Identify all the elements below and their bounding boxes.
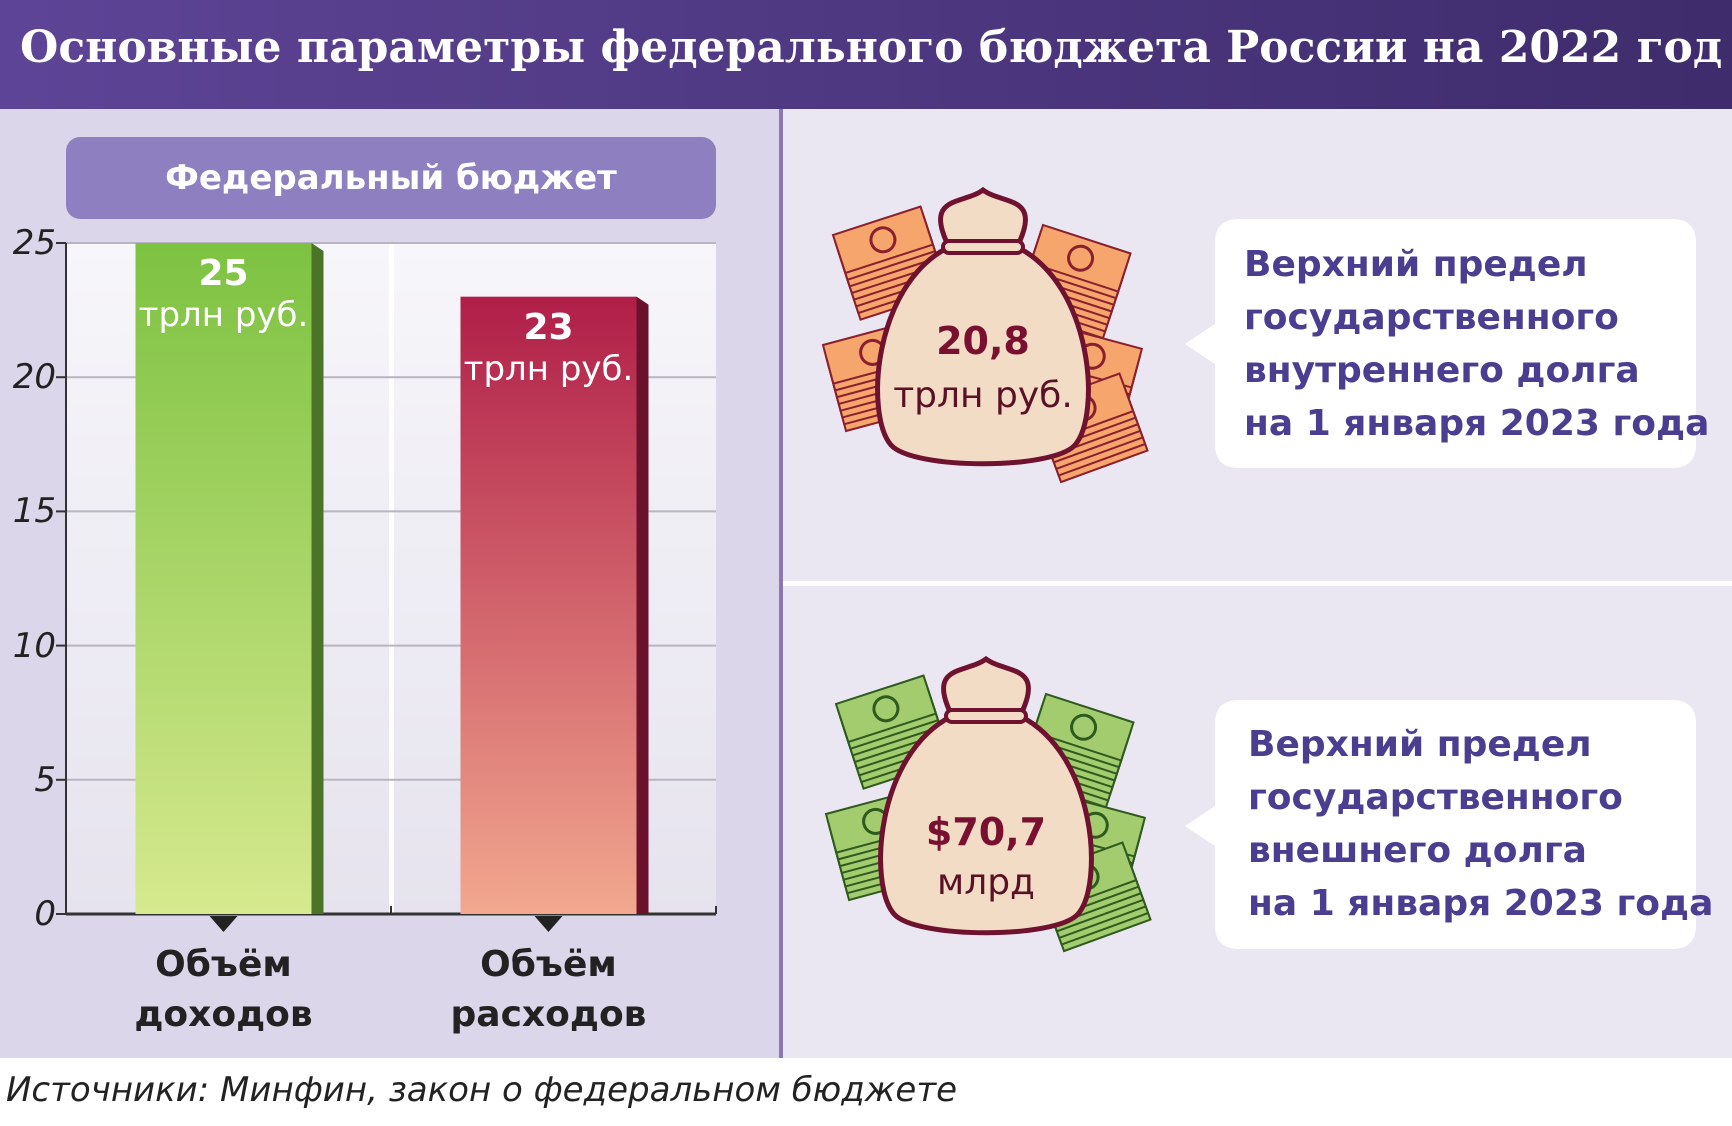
speech-bubble: [1185, 219, 1696, 468]
value-label: 25: [198, 253, 249, 294]
panel-text: Верхний предел: [1248, 724, 1592, 765]
banknote: [834, 674, 938, 744]
bar-side: [636, 296, 649, 914]
money-bag: [878, 713, 1094, 936]
bar-side: [311, 243, 324, 914]
panel-text: государственного: [1244, 297, 1619, 338]
panel-text: Верхний предел: [1244, 244, 1588, 285]
bar: [135, 243, 312, 914]
y-tick-label: 20: [12, 357, 56, 398]
banknote: [1032, 692, 1135, 762]
banknote: [831, 205, 935, 275]
money-bag: [875, 244, 1091, 467]
category-marker: [209, 916, 238, 932]
money-stack: [834, 674, 953, 790]
x-tick-label: Объём расходов: [450, 944, 647, 1035]
plot-separator: [389, 243, 394, 914]
plot: [56, 242, 717, 932]
amount-unit: млрд: [937, 862, 1035, 903]
amount-unit: трлн руб.: [893, 375, 1073, 416]
note-emblem: [872, 695, 900, 723]
chart-title: Федеральный бюджет: [165, 158, 617, 198]
panel-text: внутреннего долга: [1244, 350, 1640, 391]
category-marker: [534, 916, 563, 932]
y-tick-label: 10: [12, 625, 56, 666]
page-title: Основные параметры федерального бюджета …: [20, 22, 1723, 73]
note-emblem: [1067, 244, 1095, 272]
source-note: Источники: Минфин, закон о федеральном б…: [6, 1070, 958, 1110]
divider: [783, 581, 1732, 586]
x-tick-label: Объём доходов: [134, 944, 313, 1035]
value-unit: трлн руб.: [138, 295, 309, 335]
amount: 20,8: [936, 319, 1030, 363]
amount: $70,7: [925, 810, 1047, 854]
note-emblem: [1070, 713, 1098, 741]
y-tick-label: 15: [12, 491, 56, 532]
panel-text: на 1 января 2023 года: [1244, 403, 1710, 444]
bar: [460, 296, 637, 914]
decorations: [821, 186, 1152, 953]
bag-top: [941, 655, 1031, 719]
divider: [779, 109, 783, 1058]
y-tick-label: 5: [34, 759, 56, 800]
bag-tie: [941, 239, 1025, 255]
y-tick-label: 25: [12, 223, 56, 263]
bag-top: [938, 186, 1028, 250]
speech-bubble: [1185, 700, 1696, 949]
bag-tie: [944, 708, 1028, 724]
money-stack: [831, 205, 950, 321]
panel-text: государственного: [1248, 777, 1623, 818]
panel-text: на 1 января 2023 года: [1248, 883, 1714, 924]
chart-title-box: [66, 137, 716, 219]
header-bar: [0, 0, 1732, 109]
panel-text: внешнего долга: [1248, 830, 1587, 871]
note-emblem: [869, 226, 897, 254]
y-tick-label: 0: [34, 894, 56, 934]
banknote: [1029, 223, 1132, 293]
value-label: 23: [523, 306, 574, 348]
value-unit: трлн руб.: [463, 348, 634, 389]
